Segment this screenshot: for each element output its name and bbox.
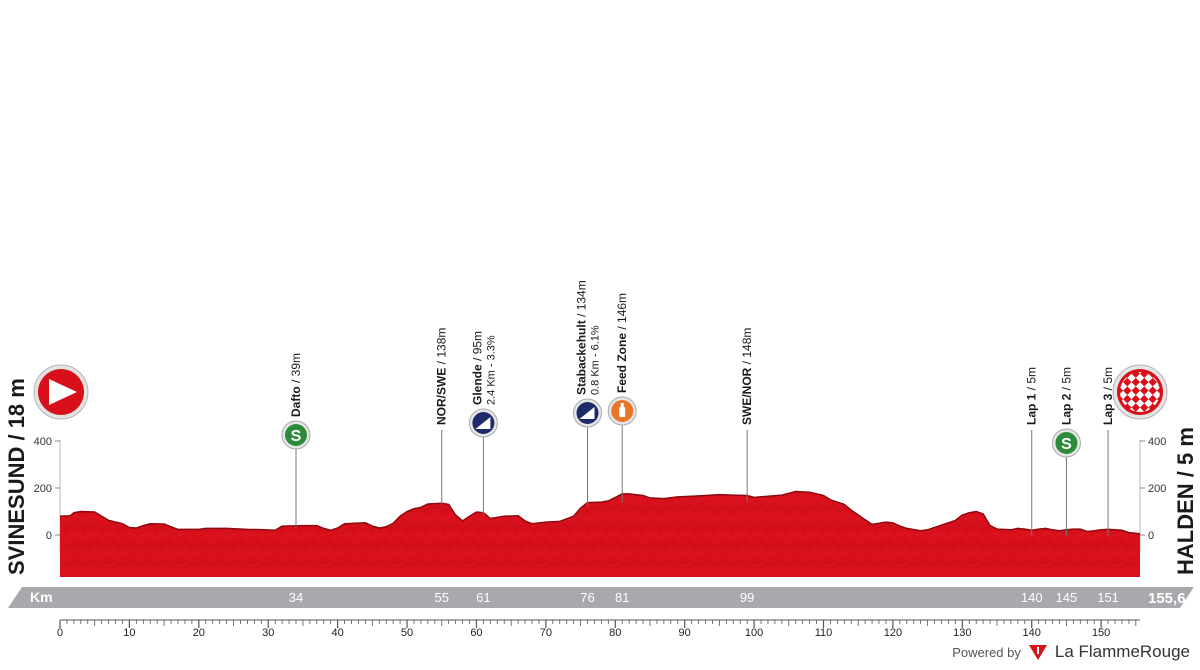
waypoint-label: Lap 2 / 5m — [1059, 367, 1073, 425]
elevation-profile-area — [60, 491, 1140, 577]
waypoint-km-label: 151 — [1097, 590, 1119, 605]
waypoint-km-label: 55 — [435, 590, 449, 605]
svg-text:S: S — [1061, 436, 1072, 453]
waypoint-label: Lap 1 / 5m — [1025, 367, 1039, 425]
waypoint-label: NOR/SWE / 138m — [435, 328, 449, 425]
x-axis: 0 10 20 30 40 50 60 70 80 90 100 110 120 130 140 150 — [57, 619, 1140, 639]
waypoint-sublabel: 2.4 Km - 3.3% — [485, 335, 497, 405]
waypoint-swe-nor: SWE/NOR / 148m 99 — [740, 328, 754, 605]
km-label: Km — [30, 589, 53, 605]
waypoint-label: SWE/NOR / 148m — [740, 328, 754, 425]
waypoint-km-label: 61 — [476, 590, 490, 605]
x-tick-label: 40 — [332, 627, 344, 639]
waypoint-nor-swe: NOR/SWE / 138m 55 — [435, 328, 449, 605]
y-tick-label-left: 0 — [46, 530, 52, 542]
x-tick-label: 50 — [401, 627, 413, 639]
waypoint-dafto: S Dafto / 39m 34 — [281, 353, 311, 605]
finish-marker: HALDEN / 5 m — [1112, 364, 1198, 575]
x-tick-label: 30 — [262, 627, 274, 639]
x-tick-label: 10 — [123, 627, 135, 639]
y-axis-right: 0 200 400 — [1139, 436, 1166, 552]
elevation-profile-edge — [59, 490, 1141, 535]
x-tick-label: 60 — [470, 627, 482, 639]
waypoint-glende: Glende / 95m 2.4 Km - 3.3% 61 — [468, 331, 498, 605]
x-tick-label: 80 — [609, 627, 621, 639]
x-tick-label: 70 — [540, 627, 552, 639]
total-distance-label: 155,6 — [1148, 590, 1186, 607]
x-tick-label: 90 — [679, 627, 691, 639]
brand-name: La FlammeRouge — [1054, 642, 1190, 661]
waypoint-km-label: 34 — [289, 590, 303, 605]
waypoint-km-label: 76 — [580, 590, 594, 605]
waypoint-label: Feed Zone / 146m — [615, 293, 629, 393]
start-marker: SVINESUND / 18 m — [4, 364, 89, 575]
svg-text:S: S — [291, 428, 302, 445]
waypoint-km-label: 145 — [1056, 590, 1078, 605]
waypoint-sublabel: 0.8 Km - 6.1% — [590, 325, 602, 395]
footer-credit: Powered by La FlammeRouge — [952, 640, 1190, 664]
waypoint-label: Dafto / 39m — [289, 353, 303, 417]
y-tick-label-left: 200 — [34, 483, 52, 495]
waypoint-km-label: 140 — [1021, 590, 1043, 605]
x-tick-label: 140 — [1023, 627, 1041, 639]
waypoint-km-label: 99 — [740, 590, 754, 605]
km-bar — [8, 587, 1194, 608]
start-label: SVINESUND / 18 m — [4, 378, 29, 575]
waypoint-km-label: 81 — [615, 590, 629, 605]
waypoint-label: Glende / 95m — [470, 331, 484, 405]
y-tick-label-left: 400 — [34, 436, 52, 448]
y-tick-label-right: 200 — [1148, 483, 1166, 495]
x-tick-label: 150 — [1092, 627, 1110, 639]
y-tick-label-right: 400 — [1148, 436, 1166, 448]
x-tick-label: 0 — [57, 627, 63, 639]
x-tick-label: 120 — [884, 627, 902, 639]
waypoint-lap-2: S Lap 2 / 5m 145 — [1051, 367, 1081, 605]
x-tick-label: 130 — [953, 627, 971, 639]
waypoint-label: Stabackehult / 134m — [575, 280, 589, 395]
x-tick-label: 20 — [193, 627, 205, 639]
finish-label: HALDEN / 5 m — [1173, 427, 1198, 575]
x-tick-label: 110 — [815, 627, 833, 639]
powered-by-text: Powered by — [952, 644, 1021, 660]
y-axis-left: 0 200 400 — [34, 436, 61, 552]
waypoint-lap-3: Lap 3 / 5m 151 — [1097, 367, 1119, 605]
waypoint-feed-zone: Feed Zone / 146m 81 — [607, 293, 637, 605]
y-tick-label-right: 0 — [1148, 530, 1154, 542]
x-tick-label: 100 — [745, 627, 763, 639]
waypoint-label: Lap 3 / 5m — [1101, 367, 1115, 425]
waypoint-lap-1: Lap 1 / 5m 140 — [1021, 367, 1043, 605]
flame-logo-icon — [1028, 645, 1047, 660]
